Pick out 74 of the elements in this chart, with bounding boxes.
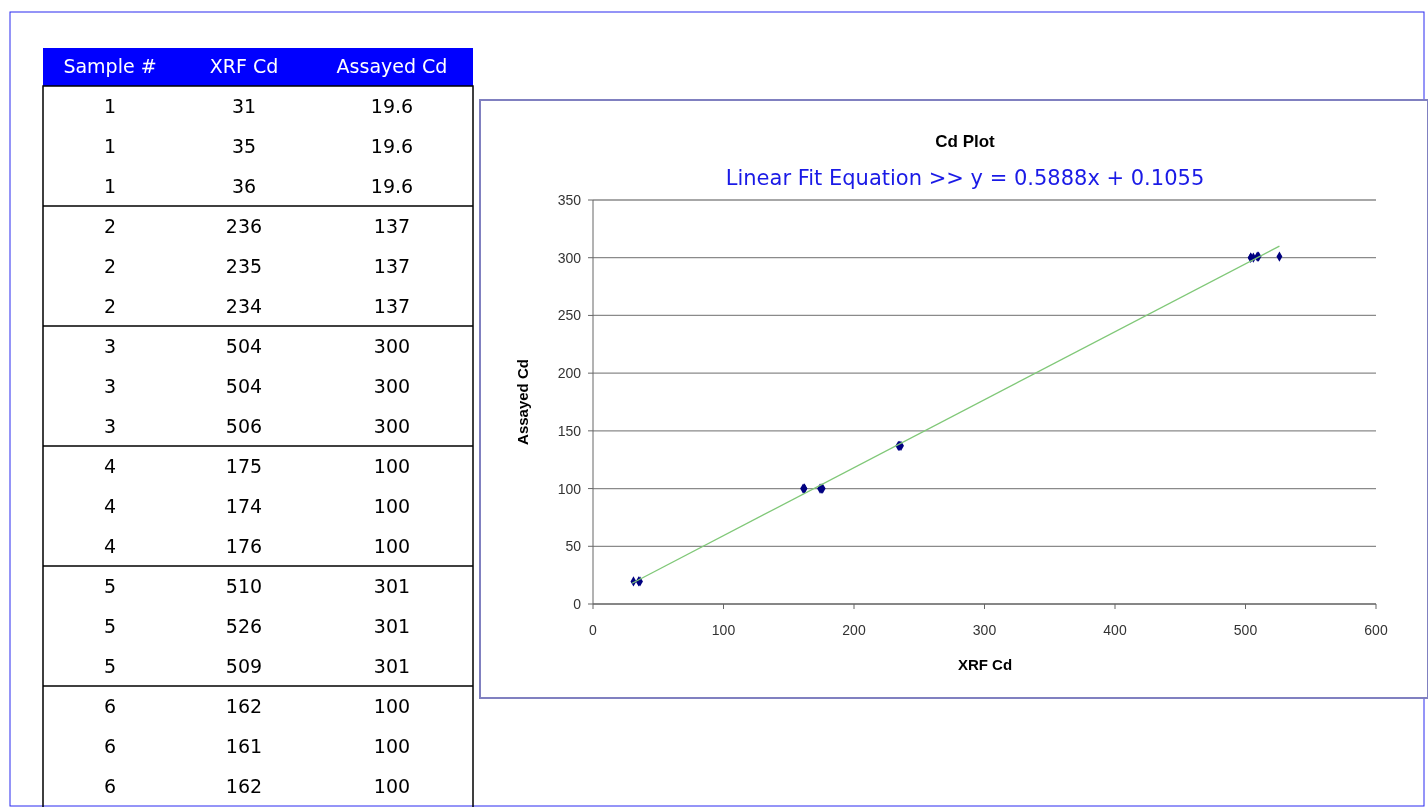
x-tick-label: 200: [842, 622, 866, 638]
data-label: 300: [373, 375, 411, 397]
y-tick-label: 2: [103, 295, 117, 317]
x-tick-label: 300: [972, 622, 997, 638]
data-label: 300: [373, 335, 411, 357]
x-tick-label: 600: [1364, 622, 1388, 638]
data-label: 100: [373, 455, 411, 477]
y-tick-label: 4: [103, 535, 117, 557]
y-tick-label: 300: [557, 249, 582, 266]
data-label: 175: [225, 455, 263, 477]
y-tick-label: 3: [103, 335, 117, 357]
data-label: 506: [225, 415, 263, 437]
y-tick-label: 2: [103, 215, 117, 237]
y-tick-label: 5: [103, 575, 117, 597]
data-label: 526: [225, 615, 263, 637]
y-tick-label: 1: [103, 95, 117, 117]
y-tick-label: 100: [557, 480, 582, 497]
data-label: 100: [373, 535, 411, 557]
data-label: 137: [373, 215, 411, 237]
data-label: 510: [225, 575, 263, 597]
x-tick-label: 100: [711, 622, 736, 638]
data-label: 19.6: [370, 135, 414, 157]
x-axis-title: XRF Cd: [957, 656, 1013, 673]
data-label: 234: [225, 295, 263, 317]
data-label: 100: [373, 695, 411, 717]
data-label: 19.6: [370, 175, 414, 197]
data-label: 100: [373, 735, 411, 757]
y-tick-label: 6: [103, 695, 117, 717]
data-label: 137: [373, 295, 411, 317]
data-label: 236: [225, 215, 263, 237]
text: Linear Fit Equation >> y = 0.5888x + 0.1055: [725, 166, 1205, 190]
data-label: 137: [373, 255, 411, 277]
data-label: 176: [225, 535, 263, 557]
y-tick-label: 0: [573, 596, 582, 612]
data-label: 301: [373, 575, 411, 597]
y-axis-title: Assayed Cd: [514, 359, 531, 445]
x-tick-label: 0: [589, 622, 598, 638]
y-tick-label: 50: [565, 538, 582, 555]
y-tick-label: 1: [103, 135, 117, 157]
y-tick-label: 4: [103, 455, 117, 477]
y-tick-label: 350: [557, 192, 582, 208]
y-tick-label: 5: [103, 655, 117, 677]
data-label: 174: [225, 495, 263, 517]
data-label: 19.6: [370, 95, 414, 117]
y-tick-label: 3: [103, 375, 117, 397]
y-tick-label: 4: [103, 495, 117, 517]
data-label: 162: [225, 695, 263, 717]
y-tick-label: 6: [103, 735, 117, 757]
data-label: 31: [231, 95, 257, 117]
data-label: 100: [373, 495, 411, 517]
x-tick-label: 400: [1103, 622, 1127, 638]
data-label: 504: [225, 375, 263, 397]
data-label: 161: [225, 735, 263, 757]
data-label: 504: [225, 335, 263, 357]
data-label: 301: [373, 615, 411, 637]
y-tick-label: 150: [557, 422, 582, 439]
y-tick-label: 200: [557, 365, 582, 382]
y-tick-label: 6: [103, 775, 117, 797]
y-tick-label: 3: [103, 415, 117, 437]
data-label: 35: [231, 135, 257, 157]
x-tick-label: 500: [1233, 622, 1258, 638]
y-tick-label: 1: [103, 175, 117, 197]
data-label: 36: [231, 175, 257, 197]
data-label: 162: [225, 775, 263, 797]
y-tick-label: 2: [103, 255, 117, 277]
data-label: 509: [225, 655, 263, 677]
chart-title: Cd Plot: [935, 132, 996, 151]
y-tick-label: 250: [557, 307, 582, 324]
data-label: 235: [225, 255, 263, 277]
data-label: 100: [373, 775, 411, 797]
y-tick-label: 5: [103, 615, 117, 637]
data-label: 300: [373, 415, 411, 437]
data-label: 301: [373, 655, 411, 677]
y-axis-title: Sample #: [63, 55, 157, 77]
